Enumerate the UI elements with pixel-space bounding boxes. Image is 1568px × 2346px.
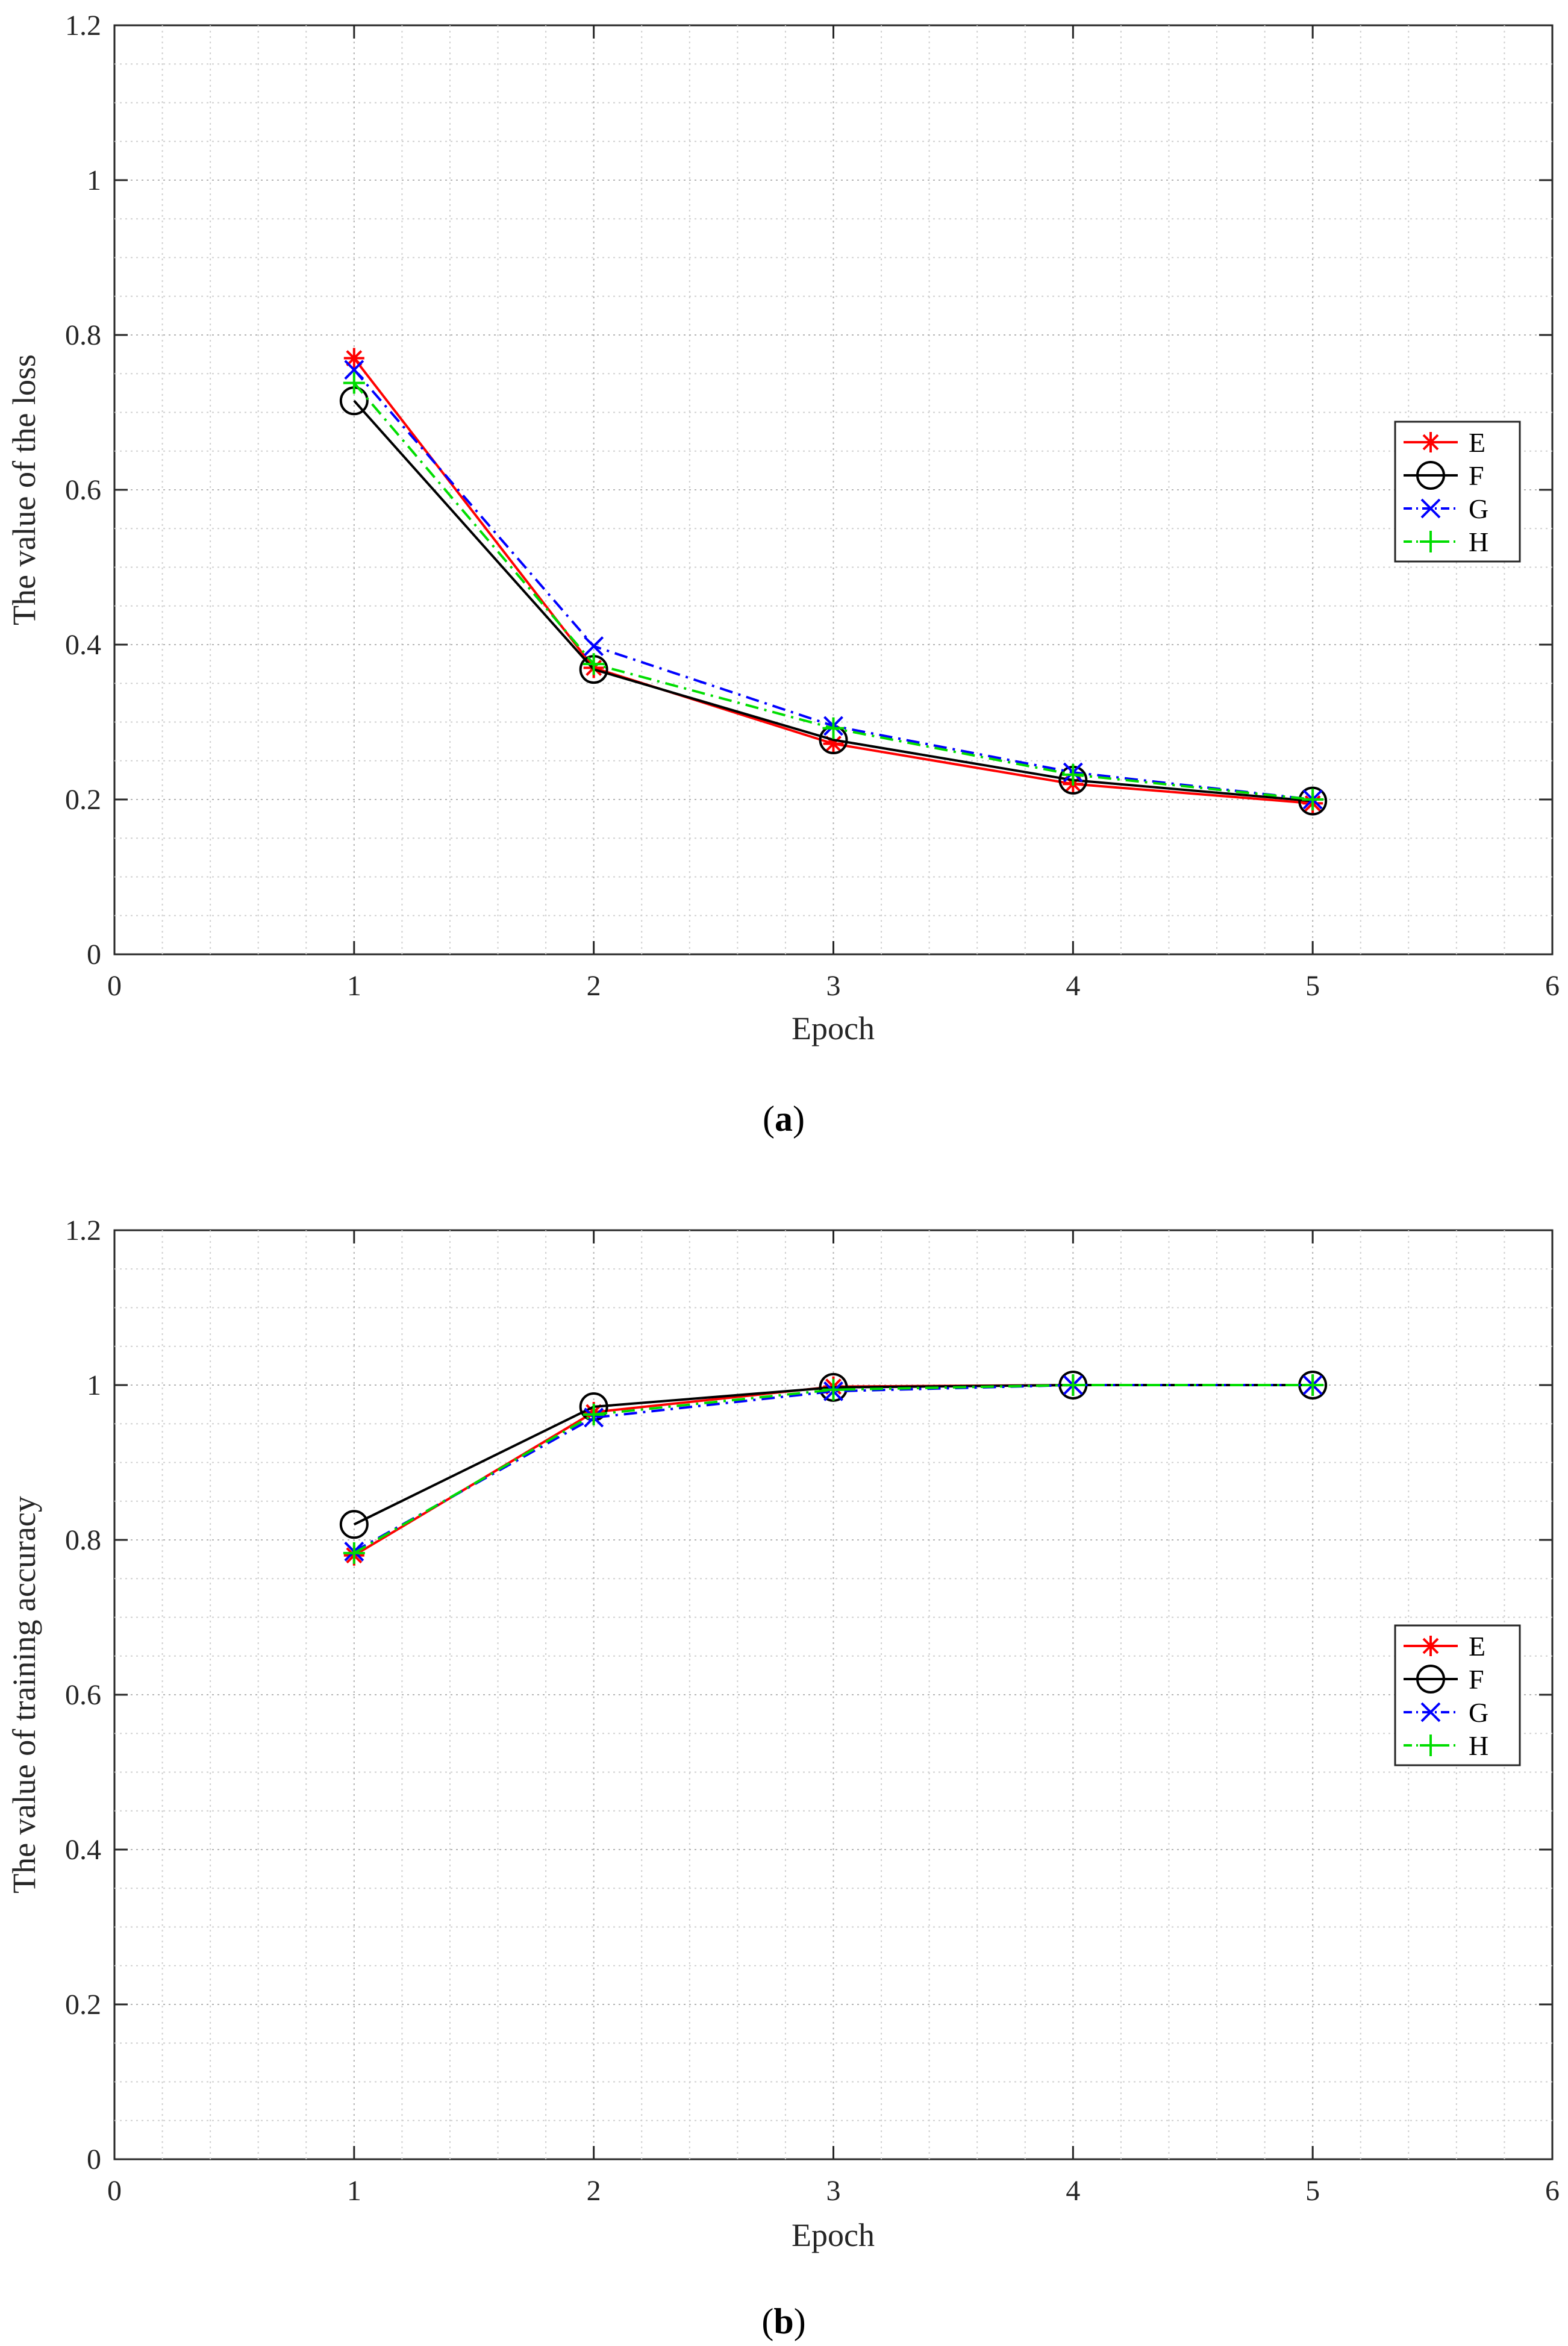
panel-a-caption: (a) [763,1099,805,1139]
panel-a-point-G-1 [344,360,364,380]
panel-a-point-E-3 [823,733,844,754]
panel-a-point-F-5 [1298,786,1328,816]
panel-a-point-E-1 [343,348,364,369]
panel-a-x-tick-label: 6 [1545,970,1560,1002]
panel-a-point-H-1 [343,372,365,394]
panel-a-legend-marker-E [1420,432,1441,452]
panel-b-x-tick-label: 4 [1066,2175,1080,2207]
panel-b-x-tick-label: 1 [347,2175,361,2207]
panel-b-legend-marker-G [1420,1702,1441,1722]
panel-b-point-H-5 [1302,1374,1324,1396]
panel-b-x-tick-label: 2 [587,2175,601,2207]
panel-b-point-H-1 [343,1542,365,1564]
panel-b-point-H-3 [822,1378,845,1401]
panel-b-point-F-3 [819,1372,848,1402]
panel-a-series-line-F [353,399,1313,802]
panel-b-caption: (b) [761,2301,805,2341]
panel-b-y-tick-label: 0 [87,2144,101,2176]
panel-a-series-H [343,372,1324,810]
panel-a-x-axis-label: Epoch [792,1010,875,1046]
panel-b-series-H [343,1374,1324,1564]
panel-a-legend-item-H: H [1404,527,1488,557]
panel-a-y-tick-label: 0.2 [65,784,101,816]
panel-a-axes-box [113,24,1554,956]
panel-a-legend-box [1394,421,1521,563]
panel-b-legend-marker-E [1420,1636,1441,1656]
panel-b-series-G [344,1375,1323,1562]
panel-b-legend-marker-H [1420,1734,1441,1756]
panel-a-y-tick-label: 0.6 [65,474,101,506]
panel-a-legend-label-F: F [1469,460,1484,491]
panel-b-legend-label-H: H [1469,1730,1488,1761]
panel-b-y-tick-label: 0.8 [65,1524,101,1556]
panel-a-legend-marker-F [1416,461,1445,490]
panel-a-y-tick-label: 0.8 [65,319,101,351]
panel-a-legend-item-E: E [1404,427,1485,458]
panel-a-x-tick-label: 2 [587,970,601,1002]
panel-a-y-axis-label: The value of the loss [6,354,42,625]
panel-b-y-tick-label: 1 [87,1369,101,1401]
panel-b-point-H-2 [583,1403,605,1425]
panel-b-legend-item-G: G [1404,1697,1488,1728]
panel-a-y-tick-label: 0.4 [65,629,101,661]
panel-b-legend-label-E: E [1469,1631,1485,1662]
panel-a-legend-item-G: G [1404,493,1488,524]
panel-a-y-tick-label: 1.2 [65,10,101,42]
panel-b-series-line-H [353,1384,1313,1554]
panel-b-series-line-F [353,1384,1313,1526]
panel-a-x-tick-label: 4 [1066,970,1080,1002]
panel-a-legend-marker-G [1420,498,1441,519]
panel-a-caption-letter: a [775,1099,793,1139]
panel-a-series-E [343,348,1323,814]
panel-b-x-tick-label: 0 [107,2175,122,2207]
panel-a-x-tick-label: 3 [826,970,841,1002]
panel-a-legend-label-G: G [1469,493,1488,524]
panel-b-legend-label-G: G [1469,1697,1488,1728]
panel-b-legend-label-F: F [1469,1664,1484,1695]
panel-a-x-tick-label: 1 [347,970,361,1002]
panel-a-legend-label-E: E [1469,427,1485,458]
panel-a-point-H-5 [1302,789,1324,810]
panel-b-point-F-1 [339,1510,369,1539]
panel-a-point-H-3 [822,717,845,739]
panel-b-y-tick-label: 0.4 [65,1834,101,1866]
panel-b-y-tick-label: 0.2 [65,1989,101,2021]
panel-a-point-H-4 [1062,763,1084,786]
panel-b-y-axis-label: The value of training accuracy [6,1496,42,1894]
panel-b-point-H-4 [1062,1374,1084,1396]
panel-a-y-tick-label: 1 [87,164,101,196]
panel-a-point-H-2 [583,653,605,675]
panel-b-x-axis-label: Epoch [792,2217,875,2253]
panel-b-legend-item-E: E [1404,1631,1485,1662]
panel-b-x-tick-label: 6 [1545,2175,1560,2207]
panel-a-legend-marker-H [1420,531,1441,552]
panel-b-caption-letter: b [773,2301,793,2341]
panel-b-y-tick-label: 1.2 [65,1215,101,1247]
panel-b-legend-item-H: H [1404,1730,1488,1761]
panel-b-legend-marker-F [1416,1665,1445,1694]
panel-b-axes-box [113,1229,1554,2160]
panel-b-legend-item-F: F [1404,1664,1484,1695]
panel-b-x-tick-label: 3 [826,2175,841,2207]
panel-a-legend-item-F: F [1404,460,1484,491]
panel-a-point-G-2 [584,636,604,656]
panel-b-x-tick-label: 5 [1305,2175,1320,2207]
panel-a-x-tick-label: 5 [1305,970,1320,1002]
panel-a-legend-label-H: H [1469,527,1488,557]
panel-a-y-tick-label: 0 [87,939,101,971]
panel-a-x-tick-label: 0 [107,970,122,1002]
panel-b-y-tick-label: 0.6 [65,1679,101,1711]
panel-b-legend-box [1394,1624,1521,1766]
